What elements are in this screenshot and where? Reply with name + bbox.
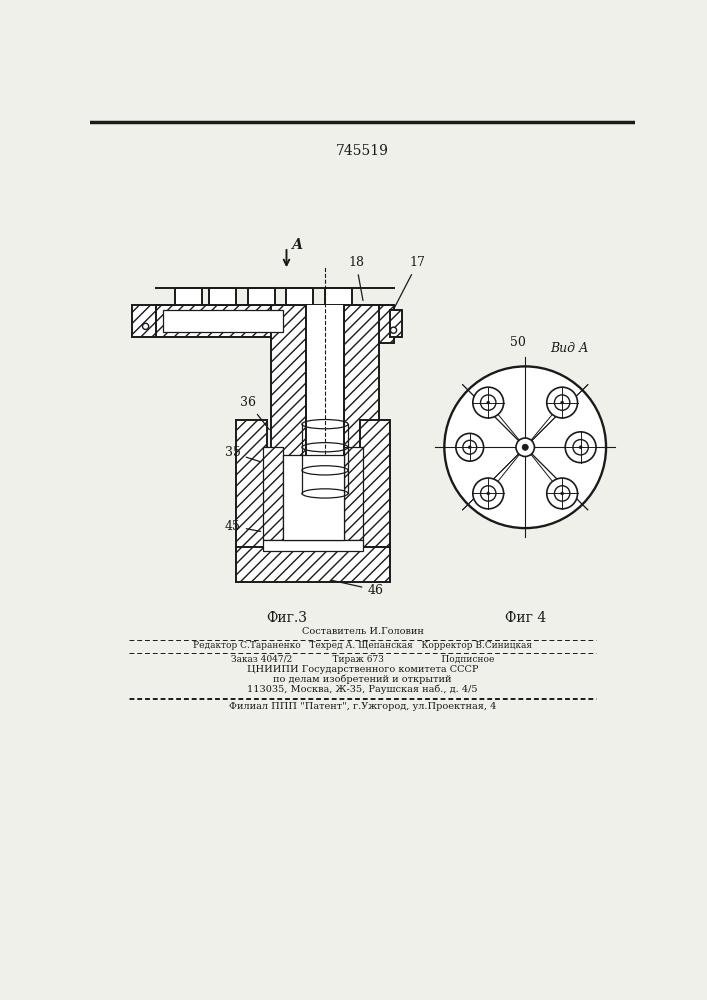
Circle shape bbox=[444, 366, 606, 528]
Circle shape bbox=[554, 486, 570, 501]
Text: 17: 17 bbox=[394, 256, 426, 308]
Circle shape bbox=[565, 432, 596, 463]
Bar bbox=[132, 305, 156, 337]
Circle shape bbox=[143, 323, 148, 329]
Bar bbox=[236, 420, 267, 551]
Circle shape bbox=[573, 440, 588, 455]
Text: Фиг.3: Фиг.3 bbox=[266, 611, 307, 625]
Bar bbox=[264, 540, 363, 551]
Circle shape bbox=[561, 401, 563, 404]
Text: Филиал ППП "Патент", г.Ужгород, ул.Проектная, 4: Филиал ППП "Патент", г.Ужгород, ул.Проек… bbox=[229, 702, 496, 711]
Bar bbox=[344, 447, 363, 540]
Text: Заказ 4047/2              Тираж 673                    Подписное: Заказ 4047/2 Тираж 673 Подписное bbox=[231, 655, 494, 664]
Circle shape bbox=[473, 478, 503, 509]
Bar bbox=[175, 288, 201, 305]
Text: 50: 50 bbox=[510, 336, 525, 349]
Text: 46: 46 bbox=[332, 580, 383, 597]
Text: 35: 35 bbox=[225, 446, 261, 462]
Text: 36: 36 bbox=[240, 396, 269, 430]
Bar bbox=[209, 288, 236, 305]
Circle shape bbox=[579, 446, 582, 449]
Text: 113035, Москва, Ж-35, Раушская наб., д. 4/5: 113035, Москва, Ж-35, Раушская наб., д. … bbox=[247, 685, 478, 694]
Circle shape bbox=[481, 486, 496, 501]
Text: 18: 18 bbox=[348, 256, 364, 301]
Bar bbox=[390, 310, 402, 337]
Circle shape bbox=[486, 492, 490, 495]
Bar bbox=[248, 288, 275, 305]
Text: ЦНИИПИ Государственного комитета СССР: ЦНИИПИ Государственного комитета СССР bbox=[247, 665, 479, 674]
Circle shape bbox=[463, 440, 477, 454]
Bar bbox=[344, 305, 379, 513]
Text: Составитель И.Головин: Составитель И.Головин bbox=[302, 627, 423, 636]
Bar bbox=[156, 305, 360, 337]
Bar bbox=[163, 310, 283, 332]
Circle shape bbox=[554, 395, 570, 410]
Text: А: А bbox=[292, 238, 303, 252]
Bar bbox=[325, 288, 352, 305]
Bar bbox=[360, 420, 390, 551]
Circle shape bbox=[547, 478, 578, 509]
Text: Вид А: Вид А bbox=[550, 342, 588, 355]
Text: по делам изобретений и открытий: по делам изобретений и открытий bbox=[274, 675, 452, 684]
Bar bbox=[360, 305, 395, 343]
Circle shape bbox=[522, 444, 528, 450]
Bar bbox=[305, 305, 344, 513]
Circle shape bbox=[547, 387, 578, 418]
Bar bbox=[236, 547, 390, 582]
Circle shape bbox=[516, 438, 534, 456]
Circle shape bbox=[468, 446, 472, 449]
Text: 745519: 745519 bbox=[337, 144, 389, 158]
Circle shape bbox=[390, 327, 397, 333]
Circle shape bbox=[481, 395, 496, 410]
Text: Редактор С.Тараненко   Техред А. Щепанская   Корректор В.Синицкая: Редактор С.Тараненко Техред А. Щепанская… bbox=[193, 641, 532, 650]
Circle shape bbox=[473, 387, 503, 418]
Circle shape bbox=[561, 492, 563, 495]
Circle shape bbox=[456, 433, 484, 461]
Text: 45: 45 bbox=[225, 520, 261, 533]
Circle shape bbox=[486, 401, 490, 404]
Bar bbox=[271, 305, 305, 513]
Bar bbox=[283, 455, 344, 540]
Bar bbox=[264, 447, 283, 540]
Bar bbox=[286, 288, 313, 305]
Text: Фиг 4: Фиг 4 bbox=[505, 611, 546, 625]
